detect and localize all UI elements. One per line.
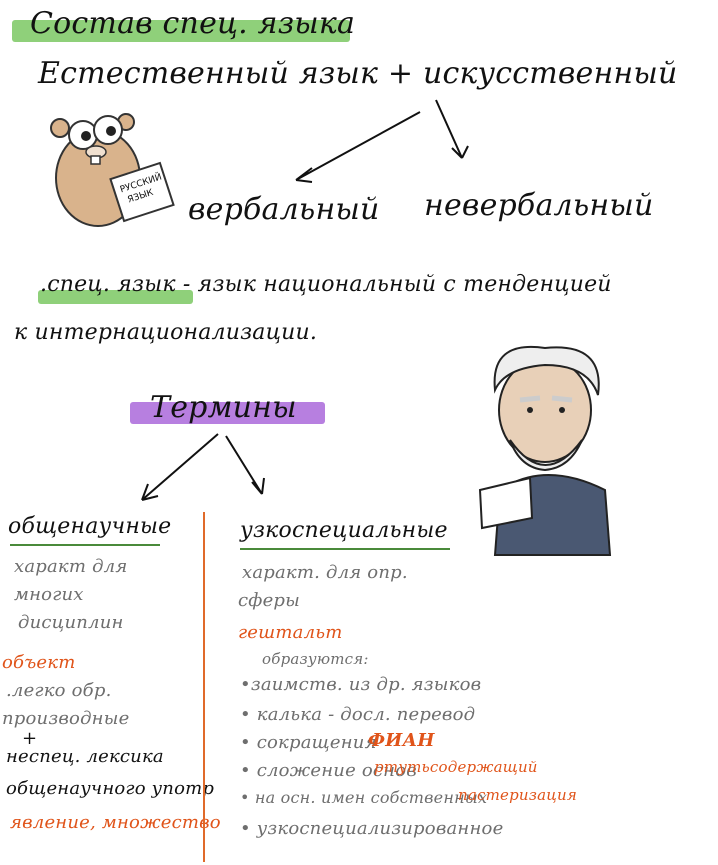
terms-highlight <box>130 402 325 424</box>
gestalt-label: гештальт <box>238 622 343 643</box>
arrow-to-nonverbal <box>435 99 469 159</box>
page-title: Состав спец. языка <box>30 6 356 41</box>
bullet-2: • калька - досл. перевод <box>240 704 476 725</box>
left-item-2: производные <box>2 708 130 729</box>
gopher-icon: РУССКИЙ ЯЗЫК <box>50 113 175 227</box>
bullet-3: • сокращения <box>240 732 377 753</box>
definition-highlight <box>38 290 193 304</box>
arrow-to-verbal <box>295 111 421 183</box>
definition-line-2: к интернационализации. <box>14 320 318 345</box>
bullet-3-tag: ФИАН <box>368 730 435 751</box>
left-heading: общенаучные <box>8 514 172 539</box>
right-desc-1: характ. для опр. <box>242 562 408 583</box>
title-highlight <box>12 20 350 42</box>
left-footer: явление, множество <box>10 812 221 833</box>
left-heading-underline <box>10 544 160 546</box>
bullet-1: •заимств. из др. языков <box>240 674 482 695</box>
column-divider <box>203 512 205 862</box>
line-natural-artificial: Естественный язык + искусственный <box>38 56 678 91</box>
bullet-4: • сложение основ <box>240 760 417 781</box>
right-heading: узкоспециальные <box>240 518 448 543</box>
left-desc-1: характ для <box>14 556 128 577</box>
left-desc-3: дисциплин <box>18 612 124 633</box>
bullet-4-tag: ртутьсодержащий <box>374 758 538 776</box>
left-item-4: общенаучного употр <box>6 778 215 799</box>
branch-nonverbal: невербальный <box>424 188 654 223</box>
right-desc-2: сферы <box>238 590 301 611</box>
left-item-1: .легко обр. <box>6 680 112 701</box>
left-item-plus: + <box>22 728 38 749</box>
scholar-icon <box>478 345 612 556</box>
left-item-3: неспец. лексика <box>6 746 164 767</box>
arrow-to-narrow <box>225 435 265 495</box>
bullet-5-tag: пастеризация <box>458 786 577 804</box>
gestalt-sub: образуются: <box>262 650 369 668</box>
branch-verbal: вербальный <box>188 192 380 227</box>
definition-line-1: .спец. язык - язык национальный с тенден… <box>40 272 612 297</box>
bullet-5: • на осн. имен собственных <box>240 788 488 807</box>
left-object-label: объект <box>2 652 76 673</box>
left-desc-2: многих <box>14 584 84 605</box>
right-heading-underline <box>240 548 450 550</box>
bullet-6: • узкоспециализированное <box>240 818 504 839</box>
arrow-to-general <box>141 433 219 501</box>
terms-heading: Термины <box>150 390 297 425</box>
